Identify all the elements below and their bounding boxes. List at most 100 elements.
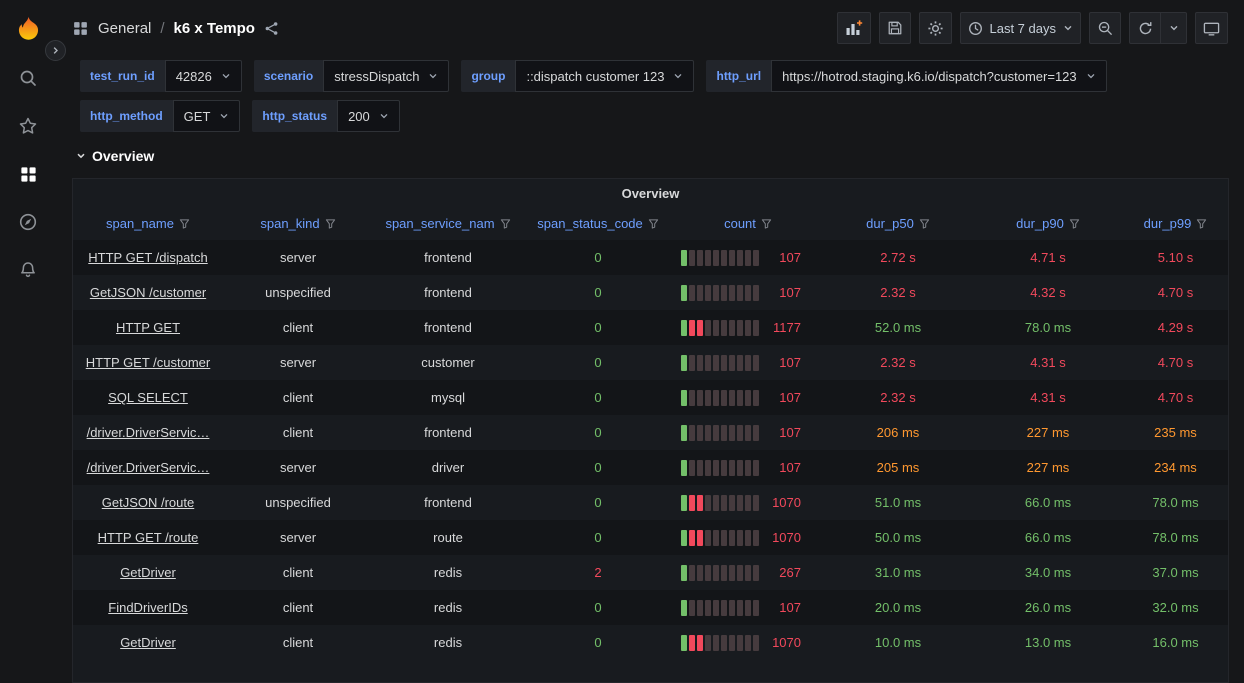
cell-span-status-code: 0 <box>594 390 602 405</box>
column-header-span_service_name[interactable]: span_service_nam <box>373 207 523 240</box>
count-gauge <box>681 424 759 441</box>
gauge-cell <box>705 354 711 371</box>
sidebar-item-search[interactable] <box>8 61 48 95</box>
cycle-view-mode-button[interactable] <box>1195 12 1228 44</box>
span-name-link[interactable]: HTTP GET <box>115 320 181 335</box>
span-name-link[interactable]: GetDriver <box>120 565 176 580</box>
sidebar-item-explore[interactable] <box>8 205 48 239</box>
column-header-span_name[interactable]: span_name <box>73 207 223 240</box>
span-name-link[interactable]: FindDriverIDs <box>108 600 188 615</box>
variables-row-2: http_method GET http_status 200 <box>80 100 1228 132</box>
span-name-link[interactable]: /driver.DriverServic… <box>86 425 210 440</box>
gauge-cell <box>713 529 719 546</box>
sidebar-item-dashboards[interactable] <box>8 157 48 191</box>
span-name-link[interactable]: HTTP GET /route <box>97 530 199 545</box>
variable-group: group::dispatch customer 123 <box>461 60 695 92</box>
cell-span-name: /driver.DriverServic… <box>73 450 223 485</box>
sidebar-item-starred[interactable] <box>8 109 48 143</box>
variable-value-dropdown[interactable]: GET <box>172 100 241 132</box>
overview-table-panel: Overview span_name span_kind span_service_… <box>72 178 1229 683</box>
count-value: 267 <box>779 565 801 580</box>
column-header-dur_p99[interactable]: dur_p99 <box>1123 207 1228 240</box>
dashboard-variables: test_run_id 42826 scenario stressDispatch gr… <box>56 56 1244 132</box>
column-header-dur_p50[interactable]: dur_p50 <box>823 207 973 240</box>
save-dashboard-button[interactable] <box>878 12 911 44</box>
cell-span-service-name: frontend <box>424 250 472 265</box>
gauge-cell <box>753 599 759 616</box>
cell-dur-p50: 2.32 s <box>880 390 916 405</box>
column-header-span_status_code[interactable]: span_status_code <box>523 207 673 240</box>
variable-value-dropdown[interactable]: ::dispatch customer 123 <box>515 60 695 92</box>
variable-value-dropdown[interactable]: https://hotrod.staging.k6.io/dispatch?cu… <box>771 60 1107 92</box>
table-row: /driver.DriverServic… client frontend 0 107 2… <box>73 415 1228 450</box>
gauge-cell <box>721 424 727 441</box>
gauge-cell <box>753 459 759 476</box>
filter-icon[interactable] <box>648 218 659 229</box>
column-header-count[interactable]: count <box>673 207 823 240</box>
span-name-link[interactable]: GetDriver <box>120 635 176 650</box>
variable-value-dropdown[interactable]: 200 <box>337 100 400 132</box>
gauge-cell <box>713 284 719 301</box>
gauge-cell <box>689 249 695 266</box>
panel-title[interactable]: Overview <box>621 185 680 201</box>
add-panel-button[interactable] <box>836 12 871 44</box>
count-gauge <box>681 599 759 616</box>
gauge-cell <box>745 284 751 301</box>
filter-icon[interactable] <box>1069 218 1080 229</box>
filter-icon[interactable] <box>919 218 930 229</box>
row-section-overview[interactable]: Overview <box>56 132 1244 174</box>
sidebar <box>0 0 66 683</box>
count-gauge <box>681 354 759 371</box>
span-name-link[interactable]: HTTP GET /dispatch <box>88 250 208 265</box>
gauge-cell <box>721 459 727 476</box>
span-name-link[interactable]: GetJSON /customer <box>89 285 207 300</box>
cell-span-kind: client <box>282 600 314 615</box>
chevron-down-icon <box>221 71 231 81</box>
cell-dur-p99: 78.0 ms <box>1152 530 1199 545</box>
cell-count: 107 <box>673 345 823 380</box>
chevron-right-icon <box>53 47 58 54</box>
filter-icon[interactable] <box>1196 218 1207 229</box>
share-dashboard-button[interactable] <box>264 21 279 36</box>
dashboard-settings-button[interactable] <box>918 12 952 44</box>
count-value: 107 <box>779 460 801 475</box>
cell-dur-p90: 66.0 ms <box>1024 530 1072 545</box>
zoom-out-time-button[interactable] <box>1089 12 1121 44</box>
sidebar-item-alerting[interactable] <box>8 253 48 287</box>
column-header-dur_p90[interactable]: dur_p90 <box>973 207 1123 240</box>
filter-icon[interactable] <box>179 218 190 229</box>
gauge-cell <box>705 389 711 406</box>
gauge-cell <box>729 529 735 546</box>
time-range-picker[interactable]: Last 7 days <box>959 12 1081 44</box>
span-name-link[interactable]: HTTP GET /customer <box>85 355 211 370</box>
column-header-span_kind[interactable]: span_kind <box>223 207 373 240</box>
gauge-cell <box>689 319 695 336</box>
variable-value-dropdown[interactable]: 42826 <box>164 60 242 92</box>
column-header-label: dur_p90 <box>1016 216 1064 231</box>
span-name-link[interactable]: /driver.DriverServic… <box>86 460 210 475</box>
table-row: SQL SELECT client mysql 0 107 2.32 s 4.31 s 4.7… <box>73 380 1228 415</box>
refresh-interval-dropdown[interactable] <box>1161 12 1187 44</box>
breadcrumb-folder[interactable]: General <box>98 19 152 37</box>
sidebar-expand-button[interactable] <box>45 40 66 61</box>
gauge-cell <box>713 634 719 651</box>
cell-span-name: GetDriver <box>73 555 223 590</box>
filter-icon[interactable] <box>761 218 772 229</box>
gauge-cell <box>745 319 751 336</box>
cell-span-name: HTTP GET /dispatch <box>73 240 223 275</box>
span-name-link[interactable]: GetJSON /route <box>101 495 195 510</box>
count-value: 1070 <box>772 495 801 510</box>
zoom-out-icon <box>1098 21 1112 35</box>
chevron-down-icon <box>1064 25 1072 31</box>
span-name-link[interactable]: SQL SELECT <box>108 390 188 405</box>
cell-span-service-name: customer <box>421 355 475 370</box>
gauge-cell <box>705 634 711 651</box>
filter-icon[interactable] <box>325 218 336 229</box>
refresh-button[interactable] <box>1129 12 1161 44</box>
cell-span-kind: server <box>279 460 317 475</box>
grafana-logo[interactable] <box>0 0 56 56</box>
variable-value-dropdown[interactable]: stressDispatch <box>323 60 450 92</box>
breadcrumb: General / k6 x Tempo <box>72 20 279 37</box>
gauge-cell <box>729 284 735 301</box>
filter-icon[interactable] <box>500 218 511 229</box>
